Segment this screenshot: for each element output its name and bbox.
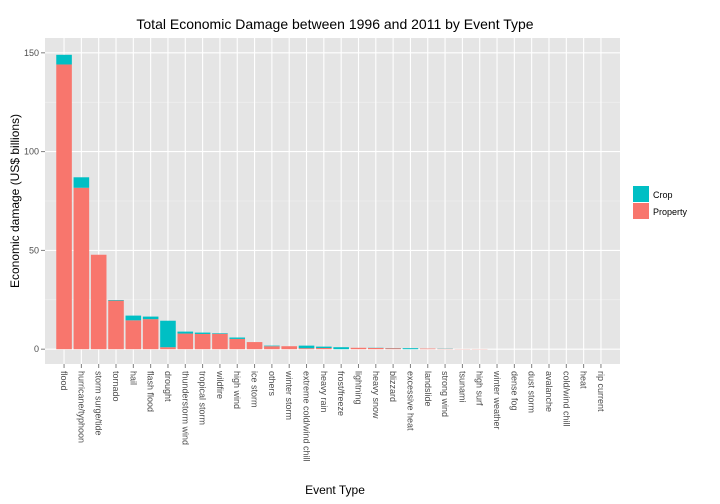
- x-tick-label: winter storm: [284, 370, 294, 420]
- x-tick-label: strong wind: [440, 371, 450, 417]
- bar-crop: [229, 337, 246, 339]
- bar-property: [298, 348, 315, 350]
- x-tick-label: lightning: [353, 371, 363, 405]
- bar-property: [73, 187, 90, 350]
- bar-crop: [108, 299, 124, 301]
- bar-property: [177, 333, 194, 350]
- bar-crop: [298, 345, 315, 349]
- x-tick-label: landslide: [423, 371, 433, 407]
- bar-property: [385, 348, 401, 350]
- bar-crop: [177, 331, 194, 334]
- bar-crop: [125, 315, 142, 321]
- x-tick-label: high wind: [232, 371, 242, 409]
- x-tick-label: heavy snow: [371, 371, 381, 419]
- x-axis-title: Event Type: [305, 483, 365, 497]
- x-tick-label: dust storm: [527, 371, 537, 413]
- x-tick-label: dense fog: [509, 371, 519, 411]
- x-tick-label: storm surge/tide: [94, 371, 104, 436]
- legend-key-crop: [633, 186, 649, 202]
- x-tick-label: wildfire: [215, 370, 225, 399]
- bar-property: [108, 300, 124, 350]
- bar-property: [160, 347, 176, 350]
- x-tick-label: high surf: [475, 371, 485, 406]
- x-tick-label: frost/freeze: [336, 371, 346, 416]
- x-tick-label: tornado: [111, 371, 121, 402]
- bars: [56, 54, 488, 350]
- bar-property: [56, 64, 72, 350]
- bar-crop: [333, 347, 349, 350]
- x-tick-label: tsunami: [457, 371, 467, 403]
- y-tick-label: 150: [24, 48, 39, 58]
- bar-property: [194, 333, 211, 350]
- bar-property: [229, 338, 246, 350]
- x-tick-label: blizzard: [388, 371, 398, 402]
- bar-property: [246, 342, 263, 350]
- bar-crop: [73, 177, 90, 188]
- bar-property: [90, 254, 107, 350]
- x-tick-label: winter weather: [492, 370, 502, 430]
- legend-label-crop: Crop: [653, 190, 673, 200]
- x-tick-label: excessive heat: [405, 371, 415, 431]
- bar-property: [125, 320, 142, 350]
- bar-property: [368, 347, 384, 350]
- bar-property: [264, 346, 280, 350]
- y-tick-label: 50: [29, 245, 39, 255]
- bar-crop: [56, 54, 72, 65]
- bar-property: [350, 347, 367, 350]
- chart-title: Total Economic Damage between 1996 and 2…: [136, 16, 533, 32]
- x-tick-label: cold/wind chill: [561, 371, 571, 427]
- bar-property: [281, 346, 297, 350]
- bar-crop: [142, 316, 159, 320]
- x-tick-label: flash flood: [146, 371, 156, 412]
- legend: Crop Property: [633, 186, 688, 219]
- x-tick-label: hail: [128, 371, 138, 385]
- x-tick-label: flood: [59, 371, 69, 391]
- y-tick-label: 100: [24, 147, 39, 157]
- bar-crop: [160, 320, 176, 348]
- bar-crop: [194, 332, 211, 334]
- legend-key-property: [633, 203, 649, 219]
- y-tick-label: 0: [34, 344, 39, 354]
- x-tick-label: others: [267, 371, 277, 397]
- bar-crop: [402, 348, 419, 350]
- bar-property: [212, 333, 228, 350]
- x-tick-label: drought: [163, 371, 173, 402]
- y-axis-ticks: 0 50 100 150: [24, 48, 45, 354]
- x-tick-label: thunderstorm wind: [180, 371, 190, 445]
- bar-crop: [316, 346, 332, 348]
- legend-label-property: Property: [653, 207, 688, 217]
- y-axis-title: Economic damage (US$ billions): [8, 114, 22, 288]
- bar-crop: [212, 333, 228, 334]
- x-tick-label: hurricane/typhoon: [76, 371, 86, 443]
- x-tick-label: heavy rain: [319, 371, 329, 413]
- x-tick-label: extreme cold/wind chill: [302, 371, 312, 462]
- x-tick-label: avalanche: [544, 371, 554, 412]
- x-tick-label: tropical storm: [198, 371, 208, 425]
- bar-property: [316, 347, 332, 350]
- bar-property: [419, 348, 436, 350]
- bar-crop: [264, 345, 280, 347]
- x-axis-ticks: flood hurricane/typhoon storm surge/tide to…: [59, 364, 606, 462]
- x-tick-label: rip current: [596, 371, 606, 412]
- x-tick-label: heat: [579, 371, 589, 389]
- x-tick-label: ice storm: [250, 371, 260, 408]
- bar-property: [142, 319, 159, 350]
- minor-gridlines: [45, 101, 620, 301]
